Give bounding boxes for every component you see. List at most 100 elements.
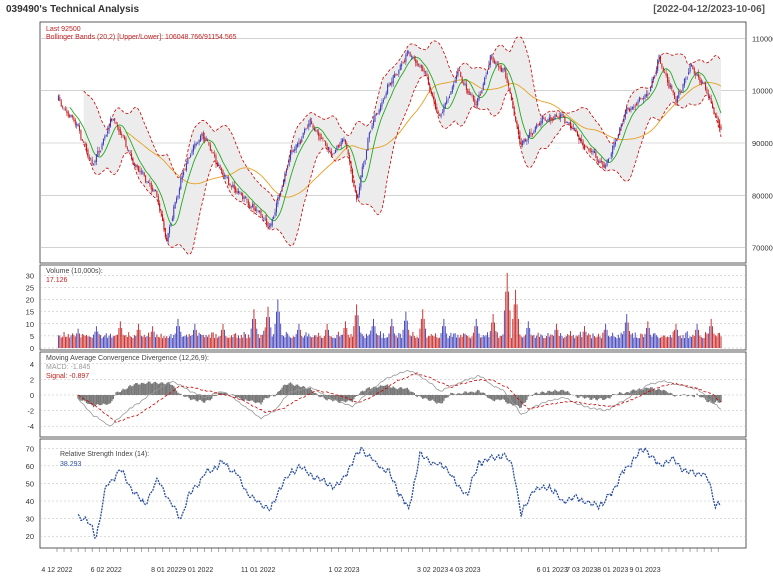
candle-body — [337, 144, 339, 148]
candle-body — [671, 85, 673, 89]
candle-body — [226, 177, 228, 179]
candle-body — [126, 147, 128, 150]
candle-body — [263, 217, 265, 219]
candle-body — [598, 161, 600, 163]
candle-body — [266, 218, 268, 224]
macd-signal-line — [77, 372, 722, 423]
candle-body — [605, 165, 607, 168]
candle-body — [135, 164, 137, 167]
candle-body — [349, 155, 351, 162]
candle-body — [679, 91, 681, 93]
candle-body — [243, 196, 245, 199]
candle-body — [405, 54, 407, 62]
candle-body — [606, 160, 608, 166]
candle-body — [221, 168, 223, 172]
candle-body — [690, 64, 692, 67]
candle-body — [406, 50, 408, 56]
candle-body — [420, 65, 422, 68]
candle-body — [271, 219, 273, 226]
candle-body — [119, 129, 121, 135]
candle-body — [399, 65, 401, 71]
candle-body — [463, 83, 465, 85]
candle-body — [531, 133, 534, 135]
candle-body — [541, 115, 543, 123]
candle-body — [418, 64, 420, 66]
candle-body — [426, 73, 428, 77]
candle-body — [395, 74, 397, 76]
candle-body — [167, 233, 169, 242]
candle-body — [578, 135, 580, 141]
candle-body — [391, 81, 393, 85]
candle-body — [675, 99, 677, 103]
candle-body — [100, 150, 102, 152]
candle-body — [332, 154, 334, 156]
candle-body — [492, 56, 494, 62]
candle-body — [178, 188, 180, 195]
candle-body — [372, 120, 375, 126]
candle-body — [548, 117, 550, 120]
candle-body — [295, 144, 297, 150]
candle-body — [66, 110, 68, 114]
candle-body — [693, 68, 695, 74]
candle-body — [402, 62, 404, 63]
bollinger-band-fill — [83, 37, 721, 255]
candle-body — [645, 94, 647, 97]
candle-body — [486, 70, 489, 74]
candle-body — [529, 131, 531, 137]
candle-body — [443, 106, 445, 113]
candle-body — [568, 122, 570, 124]
candle-body — [164, 228, 166, 238]
candle-body — [444, 102, 446, 108]
x-axis-label: 8 01 2022 — [151, 567, 182, 574]
candle-body — [550, 117, 552, 120]
volume-label: Volume (10,000s): — [46, 268, 103, 275]
candle-body — [215, 155, 217, 165]
candle-body — [194, 143, 196, 149]
candle-body — [501, 67, 503, 72]
candle-body — [86, 144, 88, 152]
candle-body — [185, 163, 187, 171]
candle-body — [465, 83, 467, 90]
candle-body — [447, 99, 449, 100]
candle-body — [249, 204, 251, 209]
candle-body — [692, 65, 694, 70]
candle-body — [665, 73, 667, 76]
candle-body — [448, 96, 451, 98]
candle-body — [603, 164, 605, 168]
candle-body — [183, 171, 185, 176]
candle-body — [242, 193, 244, 200]
candle-body — [354, 186, 356, 192]
candle-body — [237, 191, 240, 194]
candle-body — [564, 115, 566, 124]
candle-body — [343, 139, 345, 141]
candle-body — [160, 211, 162, 214]
candle-body — [637, 101, 639, 105]
candle-body — [377, 113, 379, 115]
x-axis-label: 9 01 2023 — [629, 567, 660, 574]
candle-body — [484, 77, 486, 85]
candle-body — [277, 197, 279, 205]
candle-body — [132, 157, 134, 165]
candle-body — [652, 77, 655, 80]
candle-body — [204, 136, 206, 141]
candle-body — [413, 58, 415, 60]
candle-body — [706, 88, 708, 94]
candle-body — [76, 123, 78, 126]
candle-body — [143, 172, 145, 177]
candle-body — [592, 150, 594, 153]
candle-body — [219, 165, 221, 168]
candle-body — [517, 126, 519, 135]
macd-label: Moving Average Convergence Divergence (1… — [46, 355, 209, 362]
candle-body — [294, 149, 296, 151]
candle-body — [584, 144, 586, 149]
candle-body — [60, 100, 62, 107]
macd-value: MACD: -1.845 — [46, 364, 91, 371]
candle-body — [560, 114, 562, 118]
candle-body — [513, 107, 515, 116]
candle-body — [569, 121, 572, 129]
candle-body — [304, 129, 306, 134]
candle-body — [254, 208, 256, 212]
candle-body — [287, 167, 289, 169]
rsi-line — [77, 446, 722, 540]
candle-body — [441, 112, 443, 114]
